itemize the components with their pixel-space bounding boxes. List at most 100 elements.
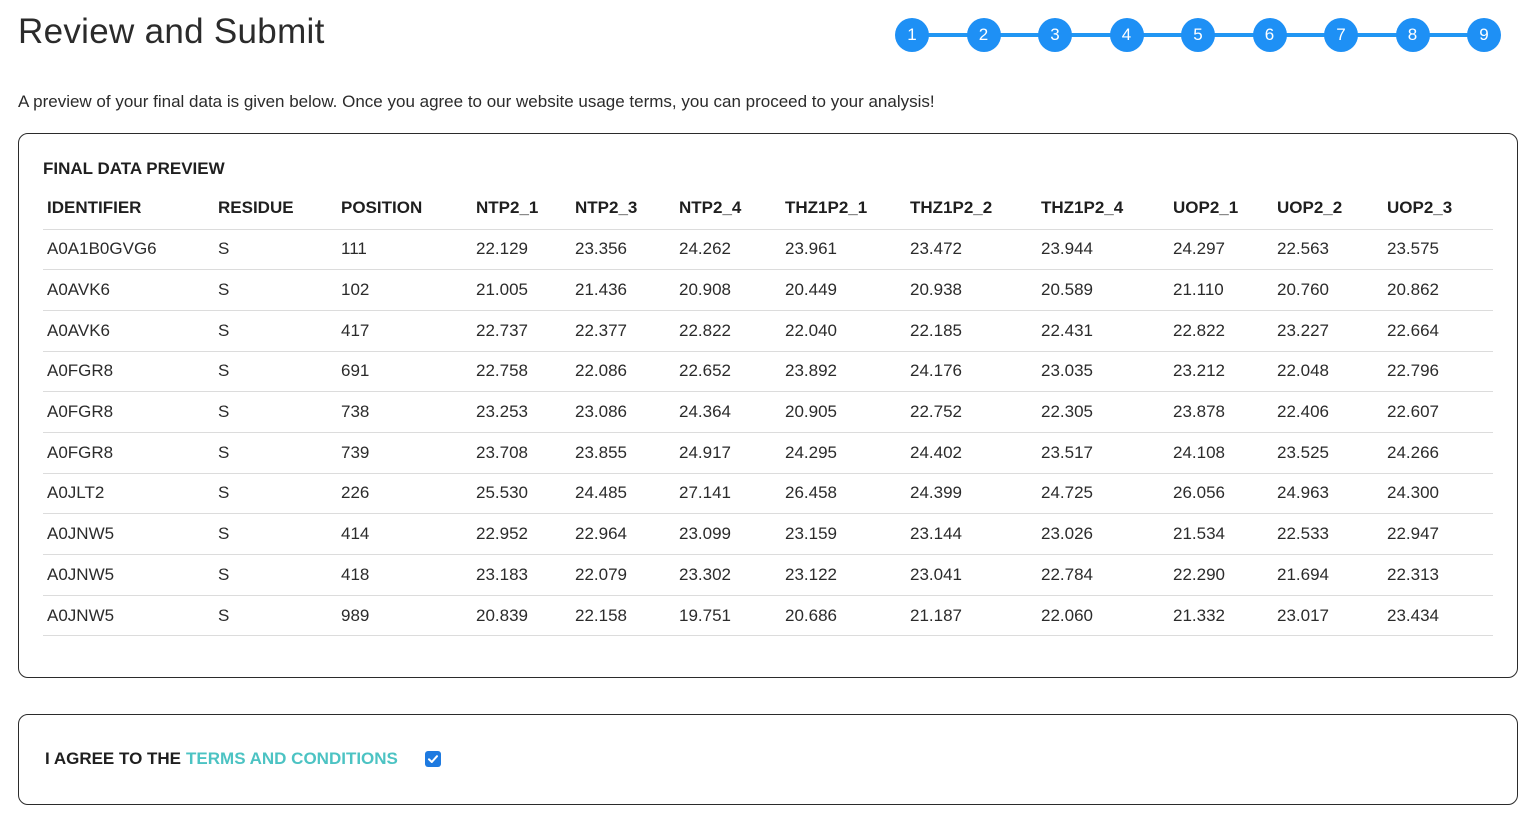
table-cell: 22.079 [571,554,675,596]
column-header: THZ1P2_4 [1037,187,1169,230]
table-cell: 20.589 [1037,269,1169,311]
table-cell: 22.952 [472,513,571,555]
table-cell: 23.302 [675,554,781,596]
column-header: NTP2_4 [675,187,781,230]
table-cell: 417 [337,310,472,352]
table-cell: 24.300 [1383,473,1493,515]
column-header: THZ1P2_1 [781,187,906,230]
table-cell: 23.253 [472,391,571,433]
table-cell: 21.110 [1169,269,1273,311]
data-preview-table: IDENTIFIER RESIDUE POSITION NTP2_1 NTP2_3 NTP… [43,187,1493,637]
table-cell: 22.784 [1037,554,1169,596]
table-cell: 22.758 [472,351,571,393]
step-6[interactable]: 6 [1252,18,1287,52]
step-3[interactable]: 3 [1038,18,1072,52]
table-cell: 739 [337,432,472,474]
table-cell: 226 [337,473,472,515]
table-cell: 23.356 [571,229,675,271]
table-cell: 23.525 [1273,432,1383,474]
table-cell: S [214,391,337,433]
table-cell: 20.449 [781,269,906,311]
table-row: A0JLT2 S 226 25.530 24.485 27.141 26.458 24.399… [43,473,1493,515]
table-row: A0JNW5 S 989 20.839 22.158 19.751 20.686 21.187… [43,595,1493,637]
intro-text: A preview of your final data is given be… [18,92,935,111]
agree-checkbox[interactable] [424,751,441,767]
table-cell: 24.399 [906,473,1037,515]
preview-title: FINAL DATA PREVIEW [43,159,225,178]
table-cell: 22.752 [906,391,1037,433]
table-cell: 22.060 [1037,595,1169,637]
table-cell: A0A1B0GVG6 [43,229,214,271]
table-cell: 23.855 [571,432,675,474]
table-cell: 23.892 [781,351,906,393]
step-2[interactable]: 2 [966,18,1001,52]
table-cell: 738 [337,391,472,433]
table-cell: 22.947 [1383,513,1493,555]
table-cell: A0JNW5 [43,595,214,637]
table-cell: A0AVK6 [43,310,214,352]
table-cell: 23.183 [472,554,571,596]
terms-prefix-label: I AGREE TO THE [45,749,182,768]
table-cell: 22.737 [472,310,571,352]
table-cell: 24.402 [906,432,1037,474]
step-4[interactable]: 4 [1109,18,1144,52]
table-cell: 23.878 [1169,391,1273,433]
table-cell: 20.760 [1273,269,1383,311]
table-cell: 23.944 [1037,229,1169,271]
table-cell: 22.185 [906,310,1037,352]
table-cell: 21.332 [1169,595,1273,637]
column-header: NTP2_1 [472,187,571,230]
table-cell: S [214,473,337,515]
column-header: RESIDUE [214,187,337,230]
table-cell: 23.227 [1273,310,1383,352]
table-cell: A0JNW5 [43,554,214,596]
step-9[interactable]: 9 [1467,18,1501,52]
table-cell: 23.961 [781,229,906,271]
table-cell: A0FGR8 [43,432,214,474]
terms-and-conditions-link[interactable]: TERMS AND CONDITIONS [186,749,398,768]
step-8[interactable]: 8 [1395,18,1430,52]
table-cell: 22.040 [781,310,906,352]
step-7[interactable]: 7 [1324,18,1358,52]
table-cell: 21.694 [1273,554,1383,596]
table-cell: A0FGR8 [43,391,214,433]
table-cell: 22.533 [1273,513,1383,555]
table-cell: 24.176 [906,351,1037,393]
table-cell: 22.313 [1383,554,1493,596]
table-cell: S [214,554,337,596]
column-header: IDENTIFIER [43,187,214,230]
column-header: UOP2_1 [1169,187,1273,230]
table-cell: 20.905 [781,391,906,433]
table-cell: A0AVK6 [43,269,214,311]
table-cell: 23.099 [675,513,781,555]
table-cell: 111 [337,229,472,271]
table-cell: A0FGR8 [43,351,214,393]
table-row: A0FGR8 S 691 22.758 22.086 22.652 23.892 24.176… [43,351,1493,393]
table-cell: 24.266 [1383,432,1493,474]
step-1[interactable]: 1 [895,18,929,52]
table-cell: 21.534 [1169,513,1273,555]
table-cell: 102 [337,269,472,311]
table-cell: 23.041 [906,554,1037,596]
table-cell: 26.458 [781,473,906,515]
table-cell: A0JNW5 [43,513,214,555]
table-cell: 24.963 [1273,473,1383,515]
table-cell: 24.295 [781,432,906,474]
table-cell: 22.607 [1383,391,1493,433]
table-row: A0A1B0GVG6 S 111 22.129 23.356 24.262 23.961 23… [43,229,1493,271]
table-cell: 23.017 [1273,595,1383,637]
table-cell: 691 [337,351,472,393]
table-cell: 23.472 [906,229,1037,271]
check-icon [427,755,438,763]
table-cell: 22.048 [1273,351,1383,393]
page-title: Review and Submit [18,12,325,51]
table-cell: 22.796 [1383,351,1493,393]
table-cell: 24.297 [1169,229,1273,271]
terms-agreement-card: I AGREE TO THE TERMS AND CONDITIONS [18,714,1518,805]
table-cell: 23.212 [1169,351,1273,393]
column-header: POSITION [337,187,472,230]
step-5[interactable]: 5 [1181,18,1215,52]
table-cell: 22.964 [571,513,675,555]
table-cell: 21.436 [571,269,675,311]
